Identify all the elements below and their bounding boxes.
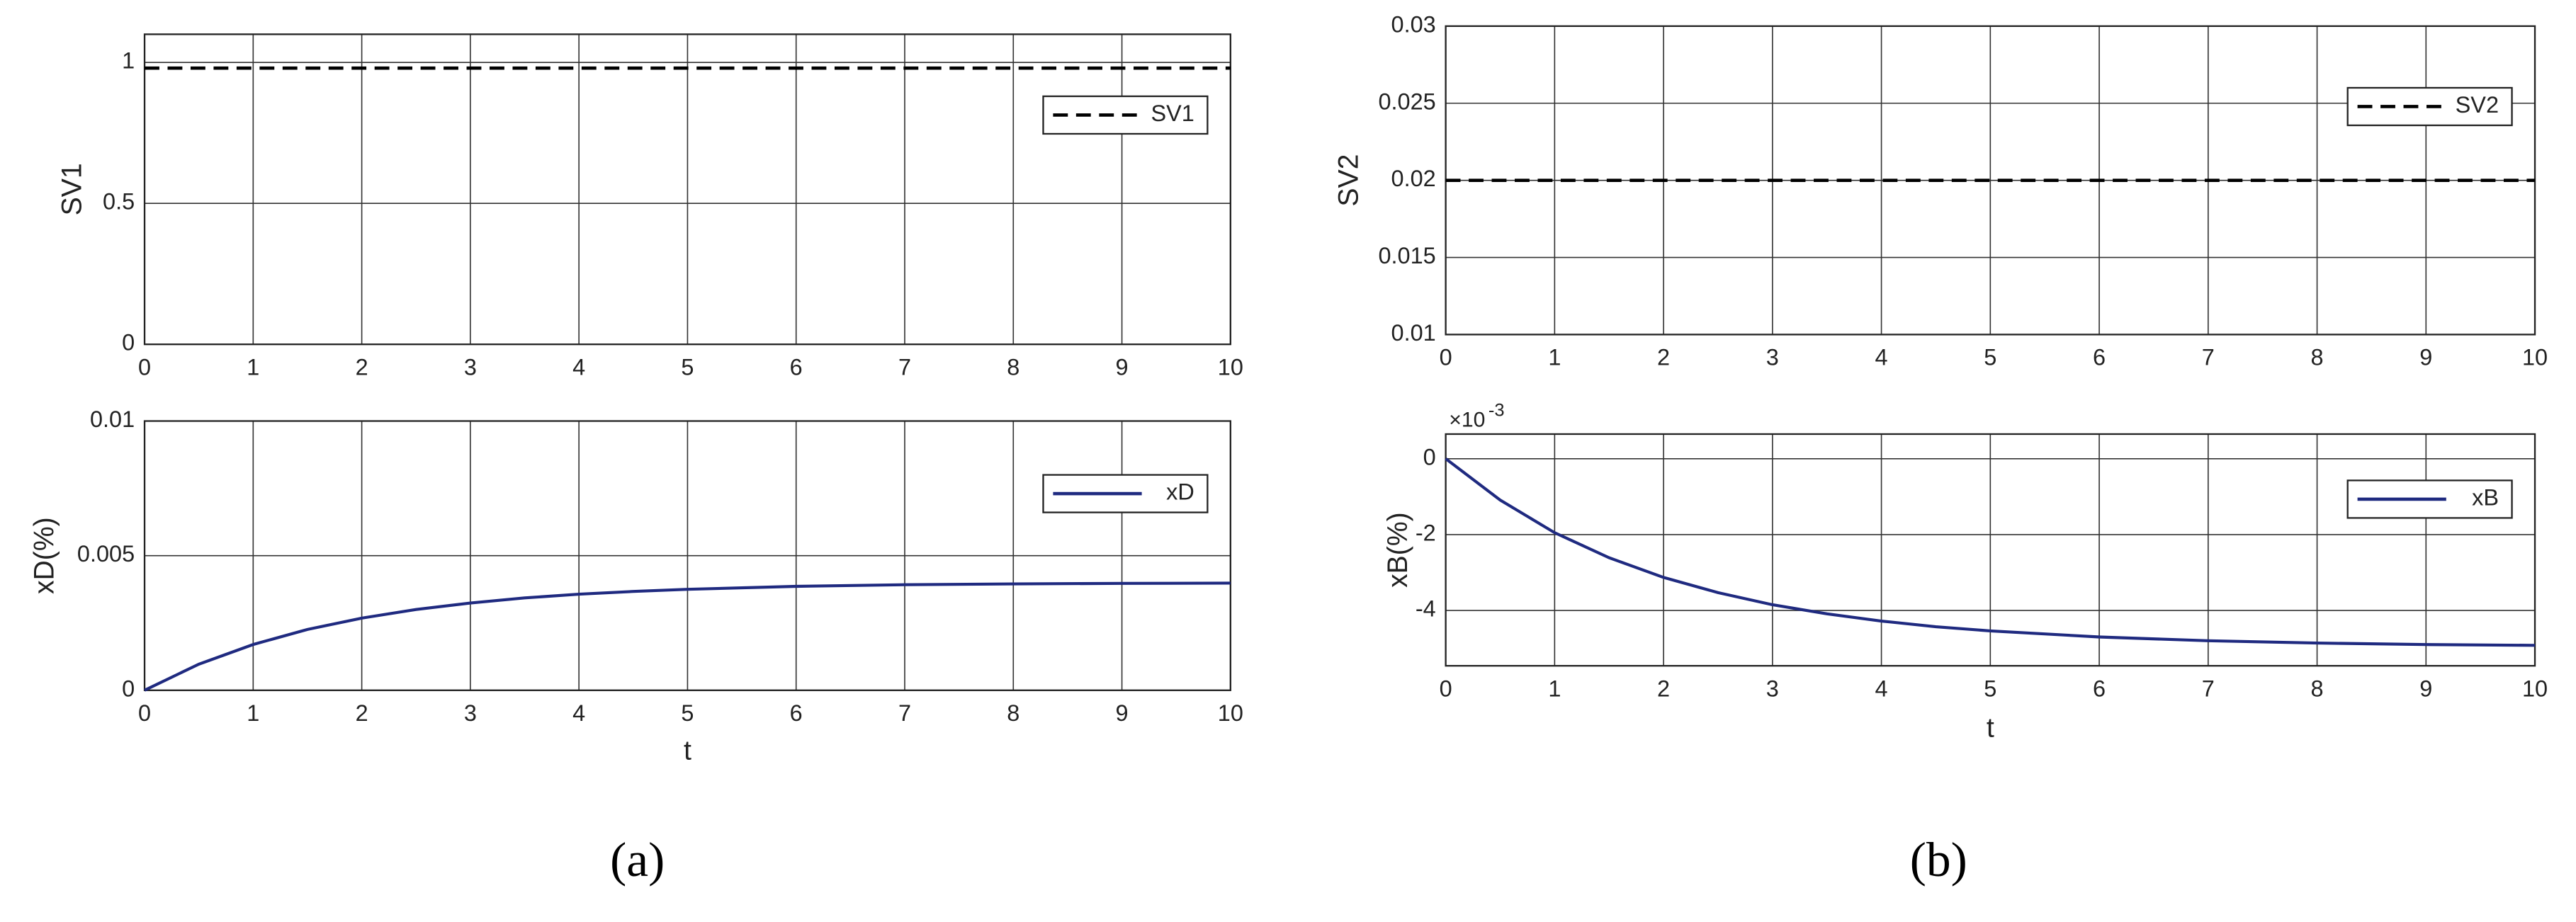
x-tick-label: 6 [2093, 345, 2106, 370]
axes-frame [1445, 433, 2536, 667]
x-tick-label: 8 [1007, 354, 1019, 380]
y-tick-label: 0.03 [1391, 11, 1436, 37]
y-axis-label: xB(%) [1382, 512, 1413, 588]
x-tick-label: 3 [464, 700, 477, 726]
y-exponent: -3 [1488, 400, 1505, 420]
x-tick-label: 4 [572, 700, 585, 726]
y-multiplier: ×10 [1449, 409, 1485, 432]
axes-frame [143, 33, 1231, 346]
legend-label: xB [2472, 485, 2499, 511]
series-line [144, 581, 1231, 692]
legend-label: SV2 [2456, 92, 2499, 118]
y-tick-label: -4 [1416, 596, 1436, 622]
x-tick-label: 3 [464, 354, 477, 380]
x-tick-label: 4 [1875, 676, 1888, 701]
axes-frame [143, 420, 1231, 691]
y-tick-label: 0.01 [1391, 320, 1436, 346]
x-tick-label: 2 [1657, 676, 1670, 701]
y-tick-label: 0.02 [1391, 166, 1436, 191]
x-tick-label: 5 [1984, 345, 1996, 370]
x-tick-label: 7 [2202, 345, 2215, 370]
x-tick-label: 2 [356, 354, 368, 380]
x-tick-label: 1 [1548, 676, 1561, 701]
x-tick-label: 0 [1440, 676, 1452, 701]
x-axis-label: t [684, 735, 691, 766]
x-tick-label: 8 [1007, 700, 1019, 726]
x-tick-label: 1 [247, 700, 259, 726]
x-tick-label: 10 [2522, 345, 2548, 370]
panel-label: (a) [610, 832, 665, 887]
y-axis-label: SV1 [57, 163, 88, 215]
x-tick-label: 8 [2311, 345, 2324, 370]
x-tick-label: 10 [1218, 700, 1243, 726]
x-tick-label: 7 [898, 354, 911, 380]
y-axis-label: xD(%) [28, 517, 60, 594]
x-tick-label: 1 [1548, 345, 1561, 370]
x-tick-label: 5 [681, 700, 694, 726]
x-axis-label: t [1987, 712, 1994, 744]
x-tick-label: 6 [790, 700, 803, 726]
x-tick-label: 10 [1218, 354, 1243, 380]
x-tick-label: 0 [1440, 345, 1452, 370]
x-tick-label: 0 [138, 700, 151, 726]
x-tick-label: 9 [2419, 676, 2432, 701]
y-tick-label: 0 [122, 676, 135, 701]
x-tick-label: 0 [138, 354, 151, 380]
x-tick-label: 10 [2522, 676, 2548, 701]
y-tick-label: 0.005 [77, 541, 135, 567]
y-tick-label: 0.01 [90, 406, 135, 432]
x-tick-label: 8 [2311, 676, 2324, 701]
y-axis-label: SV2 [1333, 154, 1364, 207]
x-tick-label: 4 [1875, 345, 1888, 370]
x-tick-label: 6 [2093, 676, 2106, 701]
x-tick-label: 1 [247, 354, 259, 380]
y-tick-label: 0 [1423, 444, 1436, 469]
x-tick-label: 9 [2419, 345, 2432, 370]
x-tick-label: 5 [1984, 676, 1996, 701]
x-tick-label: 5 [681, 354, 694, 380]
x-tick-label: 2 [1657, 345, 1670, 370]
legend-label: xD [1166, 479, 1194, 505]
x-tick-label: 7 [898, 700, 911, 726]
x-tick-label: 9 [1116, 354, 1129, 380]
x-tick-label: 7 [2202, 676, 2215, 701]
legend-label: SV1 [1151, 101, 1194, 126]
panel-label: (b) [1910, 832, 1967, 887]
y-tick-label: -2 [1416, 520, 1436, 546]
series-line [1445, 457, 2536, 647]
x-tick-label: 3 [1766, 345, 1779, 370]
x-tick-label: 3 [1766, 676, 1779, 701]
x-tick-label: 6 [790, 354, 803, 380]
y-tick-label: 0.015 [1378, 243, 1435, 268]
y-tick-label: 0.025 [1378, 89, 1435, 114]
y-tick-label: 0.5 [103, 189, 135, 215]
x-tick-label: 4 [572, 354, 585, 380]
y-tick-label: 1 [122, 48, 135, 74]
y-tick-label: 0 [122, 330, 135, 355]
x-tick-label: 9 [1116, 700, 1129, 726]
x-tick-label: 2 [356, 700, 368, 726]
